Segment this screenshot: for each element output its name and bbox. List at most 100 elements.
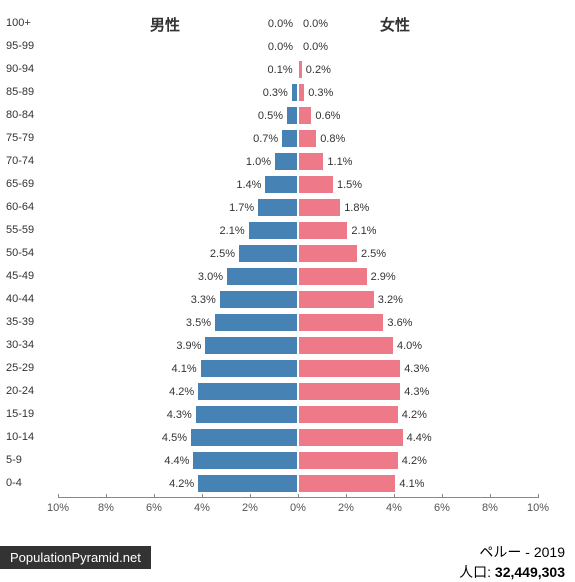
bar-track: 3.9% 4.0%: [58, 334, 538, 357]
male-bar: 4.3%: [195, 405, 298, 424]
male-pct-label: 0.7%: [253, 130, 282, 149]
female-pct-label: 3.2%: [374, 291, 403, 310]
male-bar: 3.5%: [214, 313, 298, 332]
female-pct-label: 4.4%: [403, 429, 432, 448]
male-pct-label: 4.2%: [169, 383, 198, 402]
age-label: 60-64: [6, 196, 46, 219]
female-pct-label: 4.2%: [398, 406, 427, 425]
x-tick: [58, 494, 59, 498]
female-bar: 0.6%: [298, 106, 312, 125]
female-bar: 1.1%: [298, 152, 324, 171]
age-label: 30-34: [6, 334, 46, 357]
x-tick-label: 4%: [386, 502, 402, 514]
bar-track: 0.5%0.6%: [58, 104, 538, 127]
age-label: 10-14: [6, 426, 46, 449]
bar-track: 0.3%0.3%: [58, 81, 538, 104]
male-pct-label: 1.4%: [236, 176, 265, 195]
female-bar: 0.3%: [298, 83, 305, 102]
pyramid-row: 0-44.2%4.1%: [0, 472, 575, 495]
female-pct-label: 4.2%: [398, 452, 427, 471]
female-bar: 3.2%: [298, 290, 375, 309]
male-pct-label: 4.1%: [172, 360, 201, 379]
male-bar: 3.9%: [204, 336, 298, 355]
female-pct-label: 0.3%: [304, 84, 333, 103]
bar-track: 3.3%3.2%: [58, 288, 538, 311]
x-tick-label: 0%: [290, 502, 306, 514]
male-pct-label: 4.5%: [162, 429, 191, 448]
age-label: 45-49: [6, 265, 46, 288]
bar-track: 0.1%0.2%: [58, 58, 538, 81]
x-tick-label: 6%: [146, 502, 162, 514]
male-bar: 1.0%: [274, 152, 298, 171]
female-bar: 4.3%: [298, 382, 401, 401]
pyramid-row: 80-84 0.5%0.6%: [0, 104, 575, 127]
female-bar: 4.2%: [298, 405, 399, 424]
x-tick: [106, 494, 107, 498]
male-pct-label: 4.4%: [164, 452, 193, 471]
male-pct-label: 4.2%: [169, 475, 198, 494]
male-pct-label: 2.1%: [220, 222, 249, 241]
chart-footer: PopulationPyramid.net ペルー - 2019 人口: 32,…: [0, 540, 575, 580]
pyramid-row: 65-69 1.4% 1.5%: [0, 173, 575, 196]
female-bar: 0.2%: [298, 60, 303, 79]
age-label: 55-59: [6, 219, 46, 242]
female-pct-label: 0.0%: [299, 15, 328, 34]
age-label: 65-69: [6, 173, 46, 196]
pyramid-row: 60-641.7%1.8%: [0, 196, 575, 219]
pyramid-row: 100+0.0%0.0%: [0, 12, 575, 35]
x-tick-label: 2%: [338, 502, 354, 514]
bar-track: 1.0%1.1%: [58, 150, 538, 173]
age-label: 5-9: [6, 449, 46, 472]
x-axis: 10%8%6%4%2%0%2%4%6%8%10%: [58, 497, 538, 498]
bar-track: 3.0%2.9%: [58, 265, 538, 288]
male-pct-label: 2.5%: [210, 245, 239, 264]
female-pct-label: 0.0%: [299, 38, 328, 57]
bar-track: 1.4% 1.5%: [58, 173, 538, 196]
male-bar: 3.3%: [219, 290, 298, 309]
pyramid-row: 70-741.0%1.1%: [0, 150, 575, 173]
pyramid-row: 45-493.0%2.9%: [0, 265, 575, 288]
male-bar: 3.0%: [226, 267, 298, 286]
pyramid-row: 30-34 3.9% 4.0%: [0, 334, 575, 357]
population-prefix: 人口:: [459, 564, 495, 580]
pyramid-row: 95-990.0%0.0%: [0, 35, 575, 58]
male-bar: 0.3%: [291, 83, 298, 102]
male-bar: 4.4%: [192, 451, 298, 470]
male-pct-label: 0.0%: [268, 15, 297, 34]
x-tick: [394, 494, 395, 498]
age-label: 15-19: [6, 403, 46, 426]
female-pct-label: 4.0%: [393, 337, 422, 356]
female-bar: 0.0%: [298, 37, 300, 56]
age-label: 50-54: [6, 242, 46, 265]
pyramid-row: 35-393.5%3.6%: [0, 311, 575, 334]
x-tick: [442, 494, 443, 498]
female-pct-label: 2.9%: [367, 268, 396, 287]
x-tick-label: 6%: [434, 502, 450, 514]
female-pct-label: 2.5%: [357, 245, 386, 264]
age-label: 85-89: [6, 81, 46, 104]
pyramid-row: 5-9 4.4% 4.2%: [0, 449, 575, 472]
bar-track: 0.7%0.8%: [58, 127, 538, 150]
x-tick-label: 8%: [482, 502, 498, 514]
female-pct-label: 4.1%: [395, 475, 424, 494]
female-bar: 1.8%: [298, 198, 341, 217]
female-pct-label: 1.1%: [323, 153, 352, 172]
male-bar: 1.4%: [264, 175, 298, 194]
bar-track: 4.2% 4.1%: [58, 472, 538, 495]
footer-right: ペルー - 2019 人口: 32,449,303: [459, 542, 565, 582]
pyramid-row: 55-59 2.1%2.1%: [0, 219, 575, 242]
pyramid-row: 75-790.7%0.8%: [0, 127, 575, 150]
female-pct-label: 0.6%: [311, 107, 340, 126]
female-bar: 2.9%: [298, 267, 368, 286]
population-value: 32,449,303: [495, 564, 565, 580]
female-pct-label: 1.5%: [333, 176, 362, 195]
female-bar: 4.3%: [298, 359, 401, 378]
pyramid-row: 15-194.3%4.2%: [0, 403, 575, 426]
female-bar: 0.0%: [298, 14, 300, 33]
bar-track: 0.0%0.0%: [58, 35, 538, 58]
bar-track: 2.1%2.1%: [58, 219, 538, 242]
male-bar: 4.2%: [197, 382, 298, 401]
male-pct-label: 0.0%: [268, 38, 297, 57]
pyramid-row: 90-940.1%0.2%: [0, 58, 575, 81]
age-label: 80-84: [6, 104, 46, 127]
